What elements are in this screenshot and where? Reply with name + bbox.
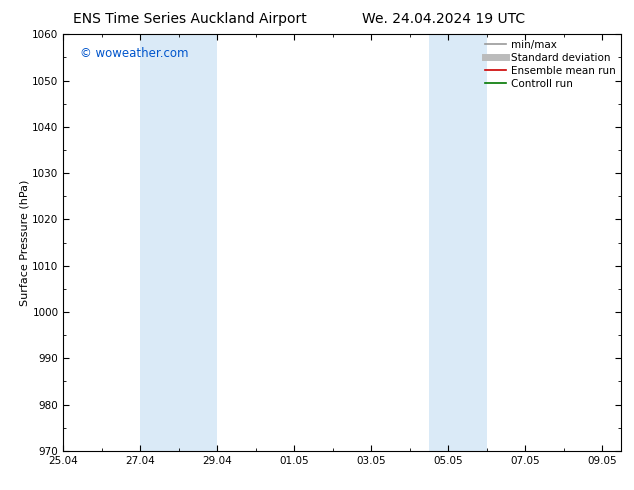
Y-axis label: Surface Pressure (hPa): Surface Pressure (hPa) (20, 179, 30, 306)
Text: © woweather.com: © woweather.com (80, 47, 189, 60)
Bar (140, 34, 217, 451)
Legend: min/max, Standard deviation, Ensemble mean run, Controll run: min/max, Standard deviation, Ensemble me… (485, 40, 616, 89)
Bar (429, 34, 487, 451)
Text: We. 24.04.2024 19 UTC: We. 24.04.2024 19 UTC (362, 12, 526, 26)
Text: ENS Time Series Auckland Airport: ENS Time Series Auckland Airport (74, 12, 307, 26)
